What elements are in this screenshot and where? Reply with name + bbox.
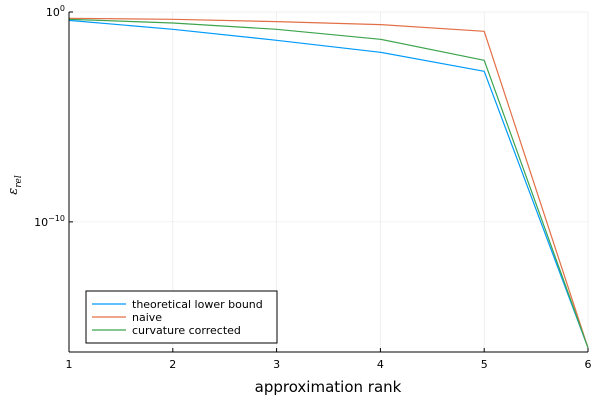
y-axis-title: εrel [6,175,24,195]
series-lines [68,17,589,349]
x-tick-label: 3 [273,358,280,371]
y-axis-title-subscript: rel [14,175,24,188]
y-axis-title-base: ε [6,188,21,195]
series-line-2 [68,18,589,349]
legend-label-1: naive [132,311,162,324]
y-tick-base: 10 [46,6,60,19]
grid-lines [68,11,589,352]
axes [68,11,589,353]
x-axis-title: approximation rank [255,378,402,396]
y-tick-base: 10 [34,216,48,229]
x-tick-label: 1 [66,358,73,371]
series-line-0 [68,19,589,349]
x-tick-label: 2 [169,358,176,371]
x-tick-label: 4 [377,358,384,371]
y-tick-label: 100 [46,4,65,19]
x-tick-label: 5 [481,358,488,371]
legend-label-2: curvature corrected [132,324,241,337]
y-tick-exponent: 0 [60,4,65,13]
x-tick-label: 6 [585,358,592,371]
y-tick-label: 10−10 [34,214,65,229]
y-tick-exponent: −10 [48,214,65,223]
legend-label-0: theoretical lower bound [132,298,263,311]
series-line-1 [68,17,589,348]
